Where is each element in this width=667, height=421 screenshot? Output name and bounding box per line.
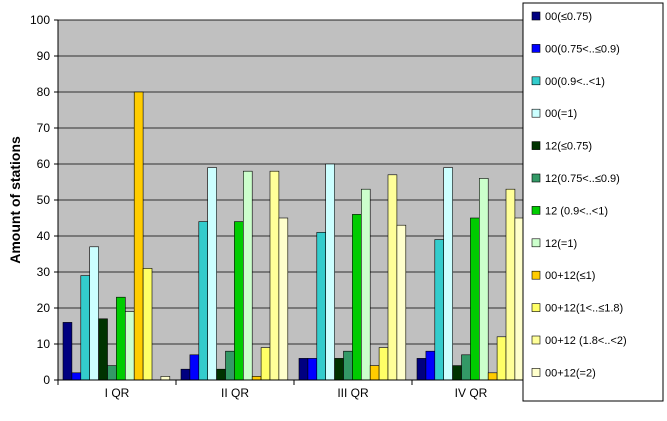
bar bbox=[189, 354, 200, 381]
legend-label: 12(=1) bbox=[545, 238, 577, 250]
x-tick-label: I QR bbox=[105, 386, 130, 400]
bar bbox=[443, 167, 453, 381]
bar bbox=[198, 221, 209, 381]
bar bbox=[452, 365, 462, 381]
bar bbox=[251, 376, 262, 381]
bar bbox=[352, 214, 362, 381]
bar bbox=[298, 358, 309, 381]
bar bbox=[207, 167, 217, 381]
bar bbox=[71, 372, 82, 381]
legend-box bbox=[522, 2, 664, 402]
bar bbox=[425, 350, 436, 381]
bar bbox=[80, 275, 91, 381]
legend-label: 00+12 (1.8<..<2) bbox=[545, 335, 627, 347]
legend-swatch bbox=[531, 173, 541, 183]
bars bbox=[62, 91, 525, 381]
bar bbox=[343, 350, 353, 381]
bar bbox=[307, 358, 318, 381]
bar bbox=[478, 178, 489, 381]
y-tick-label: 70 bbox=[37, 121, 51, 135]
y-tick-label: 60 bbox=[37, 157, 51, 171]
bar bbox=[416, 358, 427, 381]
bar bbox=[369, 365, 380, 381]
legend-label: 00+12(1<..≤1.8) bbox=[545, 303, 623, 315]
legend-swatch bbox=[531, 141, 541, 150]
legend-swatch bbox=[531, 206, 541, 215]
legend-label: 00(=1) bbox=[545, 108, 577, 120]
bar bbox=[514, 217, 525, 381]
legend-swatch bbox=[531, 108, 541, 118]
legend-swatch bbox=[531, 44, 541, 53]
y-tick-label: 40 bbox=[37, 229, 51, 243]
x-tick-label: IV QR bbox=[455, 386, 488, 400]
bar bbox=[316, 232, 326, 381]
bar bbox=[89, 246, 99, 381]
bar bbox=[216, 368, 226, 381]
y-tick-label: 10 bbox=[37, 337, 51, 351]
bar bbox=[434, 239, 444, 381]
legend-label: 00(≤0.75) bbox=[545, 11, 592, 23]
bar bbox=[142, 268, 153, 381]
bar bbox=[505, 188, 516, 381]
bar bbox=[234, 221, 244, 381]
bar bbox=[378, 347, 389, 381]
bar bbox=[334, 358, 344, 381]
x-tick-label: III QR bbox=[337, 386, 369, 400]
legend-label: 00+12(=2) bbox=[545, 367, 596, 379]
bar bbox=[125, 311, 135, 381]
bar bbox=[98, 318, 108, 381]
y-tick-label: 100 bbox=[30, 13, 50, 27]
bar bbox=[360, 188, 371, 381]
bar bbox=[260, 347, 271, 381]
bar bbox=[387, 174, 398, 381]
bar bbox=[62, 322, 73, 381]
axes: 0 10 20 30 40 50 60 70 80 90 100 I QR II QR III QR IV … bbox=[30, 13, 531, 400]
bar bbox=[470, 217, 480, 381]
legend: 00(≤0.75) 00(0.75<..≤0.9) 00(0.9<..<1) 00(=… bbox=[522, 2, 664, 402]
y-tick-label: 30 bbox=[37, 265, 51, 279]
y-tick-label: 90 bbox=[37, 49, 51, 63]
bar bbox=[180, 368, 191, 381]
y-tick-label: 50 bbox=[37, 193, 51, 207]
legend-label: 12(0.75<..≤0.9) bbox=[545, 173, 620, 185]
bar bbox=[116, 296, 126, 381]
legend-swatch bbox=[531, 303, 541, 312]
y-tick-label: 80 bbox=[37, 85, 51, 99]
bar bbox=[487, 372, 498, 381]
legend-label: 00(0.75<..≤0.9) bbox=[545, 43, 620, 55]
legend-swatch bbox=[531, 11, 541, 21]
x-tick-label: II QR bbox=[221, 386, 249, 400]
bar bbox=[396, 224, 407, 381]
bar bbox=[496, 336, 507, 381]
legend-swatch bbox=[531, 270, 541, 280]
bar bbox=[278, 217, 289, 381]
bar bbox=[160, 376, 171, 381]
legend-label: 12 (0.9<..<1) bbox=[545, 205, 608, 217]
legend-label: 00(0.9<..<1) bbox=[545, 76, 605, 88]
bar bbox=[107, 365, 117, 381]
bar bbox=[269, 170, 280, 381]
y-tick-label: 0 bbox=[43, 373, 50, 387]
bar bbox=[133, 91, 144, 381]
y-tick-label: 20 bbox=[37, 301, 51, 315]
legend-swatch bbox=[531, 238, 541, 248]
legend-swatch bbox=[531, 335, 541, 345]
bar bbox=[243, 170, 253, 381]
y-axis-title: Amount of stations bbox=[7, 136, 23, 264]
bar bbox=[225, 350, 235, 381]
legend-label: 00+12(≤1) bbox=[545, 270, 595, 282]
legend-swatch bbox=[531, 368, 541, 377]
legend-swatch bbox=[531, 76, 541, 86]
bar bbox=[461, 354, 471, 381]
bar bbox=[325, 163, 335, 381]
legend-label: 12(≤0.75) bbox=[545, 141, 592, 153]
